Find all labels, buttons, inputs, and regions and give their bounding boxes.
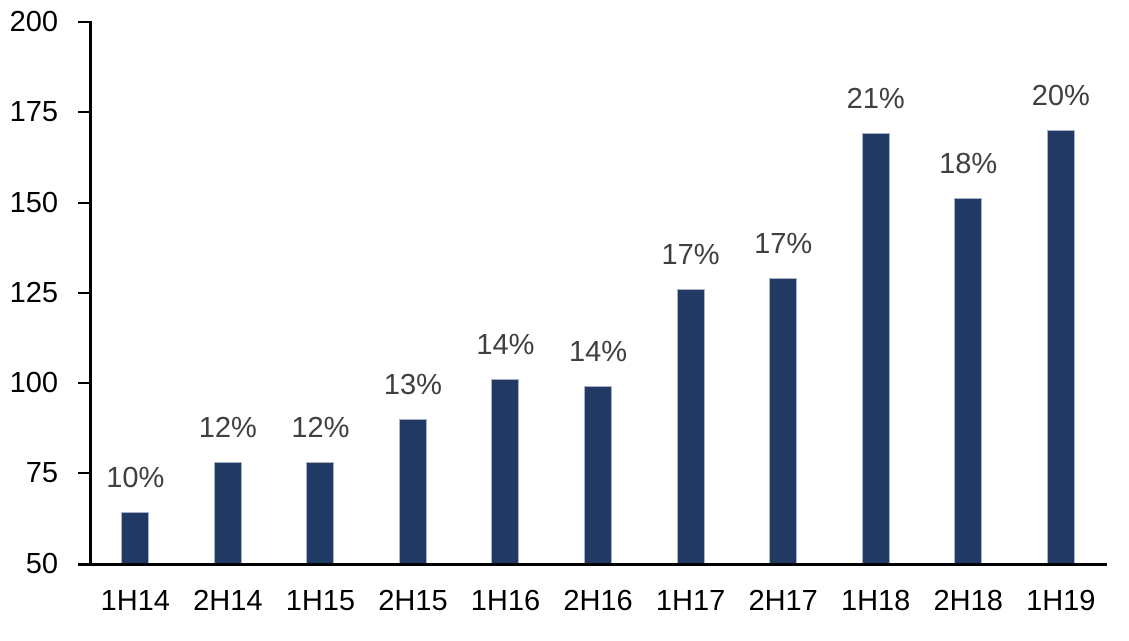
bar-2H17 <box>769 278 798 563</box>
x-tick-label: 1H14 <box>100 585 170 617</box>
x-tick-label: 1H17 <box>655 585 726 617</box>
bar-column: 10% <box>89 22 182 563</box>
y-tick-label: 200 <box>9 6 58 38</box>
x-tick-label: 1H15 <box>285 585 356 617</box>
bar-column: 12% <box>182 22 275 563</box>
bar-column: 17% <box>644 22 737 563</box>
x-tick-label: 2H17 <box>748 585 818 617</box>
x-tick-label: 2H15 <box>378 585 448 617</box>
y-tick-mark <box>78 201 89 204</box>
x-tick-label: 1H18 <box>840 585 911 617</box>
y-tick-label: 175 <box>9 96 58 129</box>
bar-column: 21% <box>829 22 922 563</box>
bar-1H17 <box>676 289 705 563</box>
bar-value-label: 17% <box>661 239 720 271</box>
y-tick-label: 75 <box>25 457 58 490</box>
bar-1H15 <box>306 462 335 563</box>
bar-column: 17% <box>737 22 830 563</box>
bar-1H14 <box>121 512 150 563</box>
bar-value-label: 18% <box>939 148 998 180</box>
y-tick-mark <box>78 111 89 114</box>
bar-column: 14% <box>552 22 645 563</box>
bar-2H16 <box>584 386 612 563</box>
x-axis-line <box>78 563 1107 566</box>
bar-value-label: 20% <box>1031 80 1090 112</box>
bar-value-label: 12% <box>198 412 257 444</box>
bar-value-label: 13% <box>383 369 442 401</box>
bar-value-label: 10% <box>106 462 165 494</box>
y-tick-mark <box>78 21 89 23</box>
plot-area: 10% 12% 12% 13% 14% 14% 17% 17% 21% 18% 20% <box>89 22 1107 563</box>
y-tick-label: 125 <box>9 276 58 309</box>
bar-column: 18% <box>922 22 1015 563</box>
bar-2H15 <box>398 419 427 563</box>
bar-value-label: 17% <box>754 228 813 260</box>
x-tick-label: 1H19 <box>1026 585 1096 617</box>
x-axis-labels: 1H14 2H14 1H15 2H15 1H16 2H16 1H17 2H17 1H18 2H18… <box>89 585 1107 617</box>
bar-column: 12% <box>274 22 367 563</box>
x-tick-label: 2H16 <box>563 585 633 617</box>
bar-1H19 <box>1046 130 1075 563</box>
bar-1H18 <box>861 133 890 563</box>
bar-column: 13% <box>367 22 460 563</box>
bar-value-label: 12% <box>291 412 350 444</box>
bar-2H14 <box>213 462 242 563</box>
bar-column: 20% <box>1014 22 1107 563</box>
x-tick-label: 1H16 <box>470 585 541 617</box>
y-axis-line <box>89 21 92 566</box>
bar-value-label: 14% <box>476 329 535 361</box>
y-tick-mark <box>78 291 89 294</box>
bar-column: 14% <box>459 22 552 563</box>
y-tick-mark <box>78 472 89 475</box>
bar-value-label: 21% <box>846 83 905 115</box>
y-tick-label: 50 <box>25 547 58 580</box>
y-tick-label: 150 <box>9 186 58 219</box>
x-tick-label: 2H14 <box>193 585 263 617</box>
x-tick-label: 2H18 <box>933 585 1003 617</box>
bar-2H18 <box>954 198 983 563</box>
y-tick-mark <box>78 382 89 384</box>
y-tick-label: 100 <box>9 367 58 399</box>
bar-1H16 <box>491 379 520 563</box>
bar-value-label: 14% <box>568 336 628 368</box>
